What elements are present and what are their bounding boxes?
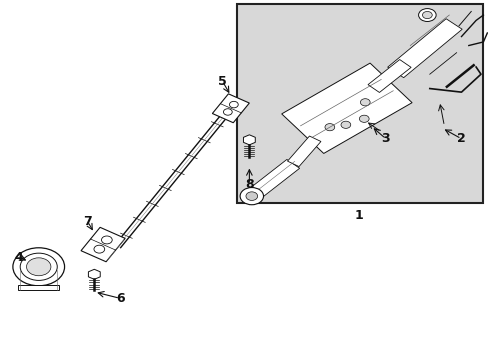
Circle shape: [360, 99, 369, 106]
Bar: [237, 4, 483, 203]
Text: 1: 1: [354, 210, 363, 222]
Text: 3: 3: [381, 132, 389, 145]
Polygon shape: [245, 159, 299, 201]
Circle shape: [13, 248, 64, 286]
Circle shape: [26, 258, 51, 276]
Circle shape: [422, 12, 431, 19]
Text: 6: 6: [116, 292, 124, 305]
Circle shape: [325, 123, 334, 131]
Circle shape: [223, 109, 232, 115]
Circle shape: [229, 102, 238, 108]
Text: 7: 7: [83, 215, 92, 228]
Polygon shape: [212, 94, 249, 123]
Circle shape: [20, 253, 57, 280]
Circle shape: [102, 236, 112, 244]
Polygon shape: [287, 136, 320, 167]
Polygon shape: [387, 19, 461, 78]
Circle shape: [418, 9, 435, 22]
Text: 4: 4: [15, 251, 23, 264]
Polygon shape: [81, 227, 125, 262]
Text: 8: 8: [244, 178, 253, 191]
Text: 2: 2: [456, 132, 465, 145]
Bar: [18, 285, 59, 290]
Polygon shape: [281, 63, 411, 153]
Circle shape: [340, 121, 350, 129]
Circle shape: [245, 192, 257, 201]
Circle shape: [240, 188, 263, 205]
Text: 5: 5: [218, 75, 226, 88]
Circle shape: [94, 245, 104, 253]
Polygon shape: [367, 59, 410, 93]
Circle shape: [359, 115, 368, 122]
